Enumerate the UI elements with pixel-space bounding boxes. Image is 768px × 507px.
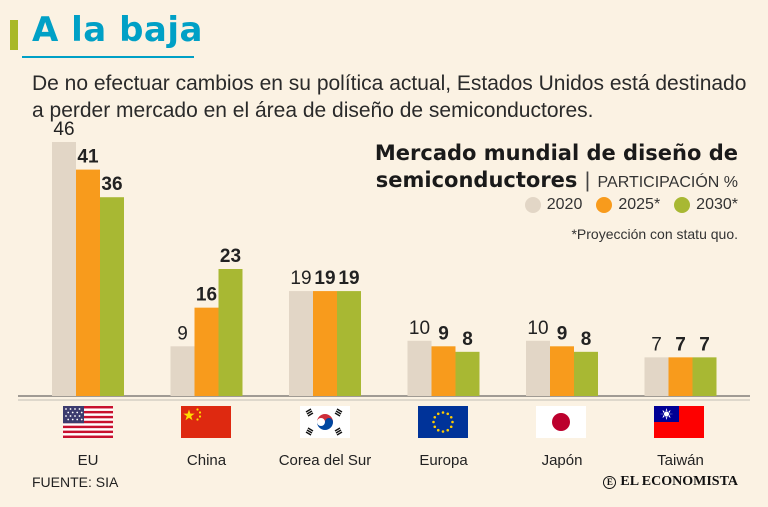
value-label-2020-3: 10 (409, 318, 430, 339)
page-subtitle: De no efectuar cambios en su política ac… (32, 72, 747, 122)
legend-label-2025: 2025* (618, 196, 661, 213)
value-label-2025-3: 9 (438, 323, 449, 344)
taiwan-flag-icon (654, 406, 704, 438)
bar-2025-1 (194, 307, 219, 396)
title-underline (22, 56, 194, 58)
value-label-2025-2: 19 (314, 268, 335, 289)
page-title: A la baja (32, 10, 203, 50)
chart-unit-label: PARTICIPACIÓN % (597, 174, 738, 191)
category-label-1: China (187, 452, 227, 469)
bar-2030-5 (692, 357, 717, 396)
bar-2020-1 (170, 346, 195, 396)
bar-2020-0 (52, 142, 76, 396)
category-label-5: Taiwán (657, 452, 704, 469)
bar-2020-4 (526, 340, 550, 396)
value-label-2030-1: 23 (220, 246, 241, 267)
brand-name: EL ECONOMISTA (620, 474, 738, 489)
legend-swatch-2030 (674, 197, 691, 213)
japan-flag-icon (536, 406, 586, 438)
chart-note: *Proyección con statu quo. (571, 226, 738, 242)
bar-2025-3 (431, 346, 456, 396)
bar-2025-4 (550, 346, 574, 396)
bar-2020-5 (644, 357, 669, 396)
legend-label-2020: 2020 (546, 196, 583, 213)
title-accent-bar (10, 20, 18, 50)
legend-swatch-2020 (524, 197, 541, 213)
value-label-2020-4: 10 (527, 318, 548, 339)
bar-2030-1 (218, 269, 243, 396)
value-label-2030-0: 36 (101, 174, 122, 195)
brand-mark-icon: E (603, 475, 617, 489)
bar-2030-4 (574, 351, 598, 396)
category-label-3: Europa (419, 452, 468, 469)
china-flag-icon (181, 406, 231, 438)
chart-title: Mercado mundial de diseño de semiconduct… (375, 140, 738, 196)
bar-2025-5 (668, 357, 693, 396)
bar-2030-3 (455, 351, 480, 396)
source-note: FUENTE: SIA (32, 474, 119, 490)
legend-label-2030: 2030* (696, 196, 738, 213)
value-label-2030-3: 8 (462, 329, 473, 350)
chart-title-line2: semiconductores (375, 168, 578, 192)
brand-logo: E EL ECONOMISTA (603, 474, 738, 490)
value-label-2030-2: 19 (338, 268, 359, 289)
category-label-4: Japón (542, 452, 583, 469)
bar-2020-2 (289, 291, 313, 396)
value-label-2030-5: 7 (699, 334, 710, 355)
value-label-2025-4: 9 (557, 323, 568, 344)
value-label-2025-5: 7 (675, 334, 686, 355)
value-label-2020-1: 9 (177, 323, 188, 344)
value-label-2030-4: 8 (581, 329, 592, 350)
bar-2025-2 (313, 291, 337, 396)
legend-item-2030: 2030* (674, 196, 738, 214)
value-label-2025-0: 41 (77, 147, 99, 168)
value-label-2020-0: 46 (53, 119, 74, 140)
bar-2020-3 (407, 340, 432, 396)
us-flag-icon (63, 406, 113, 438)
bar-2025-0 (76, 169, 100, 396)
chart-legend: 2020 2025* 2030* (524, 196, 738, 214)
value-label-2020-5: 7 (651, 334, 662, 355)
bar-2030-2 (337, 291, 361, 396)
title-separator: | (584, 169, 591, 192)
bar-2030-0 (100, 197, 124, 396)
legend-swatch-2025 (596, 197, 613, 213)
category-label-2: Corea del Sur (279, 452, 372, 469)
value-label-2020-2: 19 (290, 268, 311, 289)
category-label-0: EU (78, 452, 99, 469)
legend-item-2025: 2025* (596, 196, 660, 214)
korea-flag-icon (300, 406, 350, 438)
eu-flag-icon (418, 406, 468, 438)
value-label-2025-1: 16 (196, 285, 217, 306)
legend-item-2020: 2020 (524, 196, 583, 214)
chart-title-line1: Mercado mundial de diseño de (374, 141, 738, 165)
